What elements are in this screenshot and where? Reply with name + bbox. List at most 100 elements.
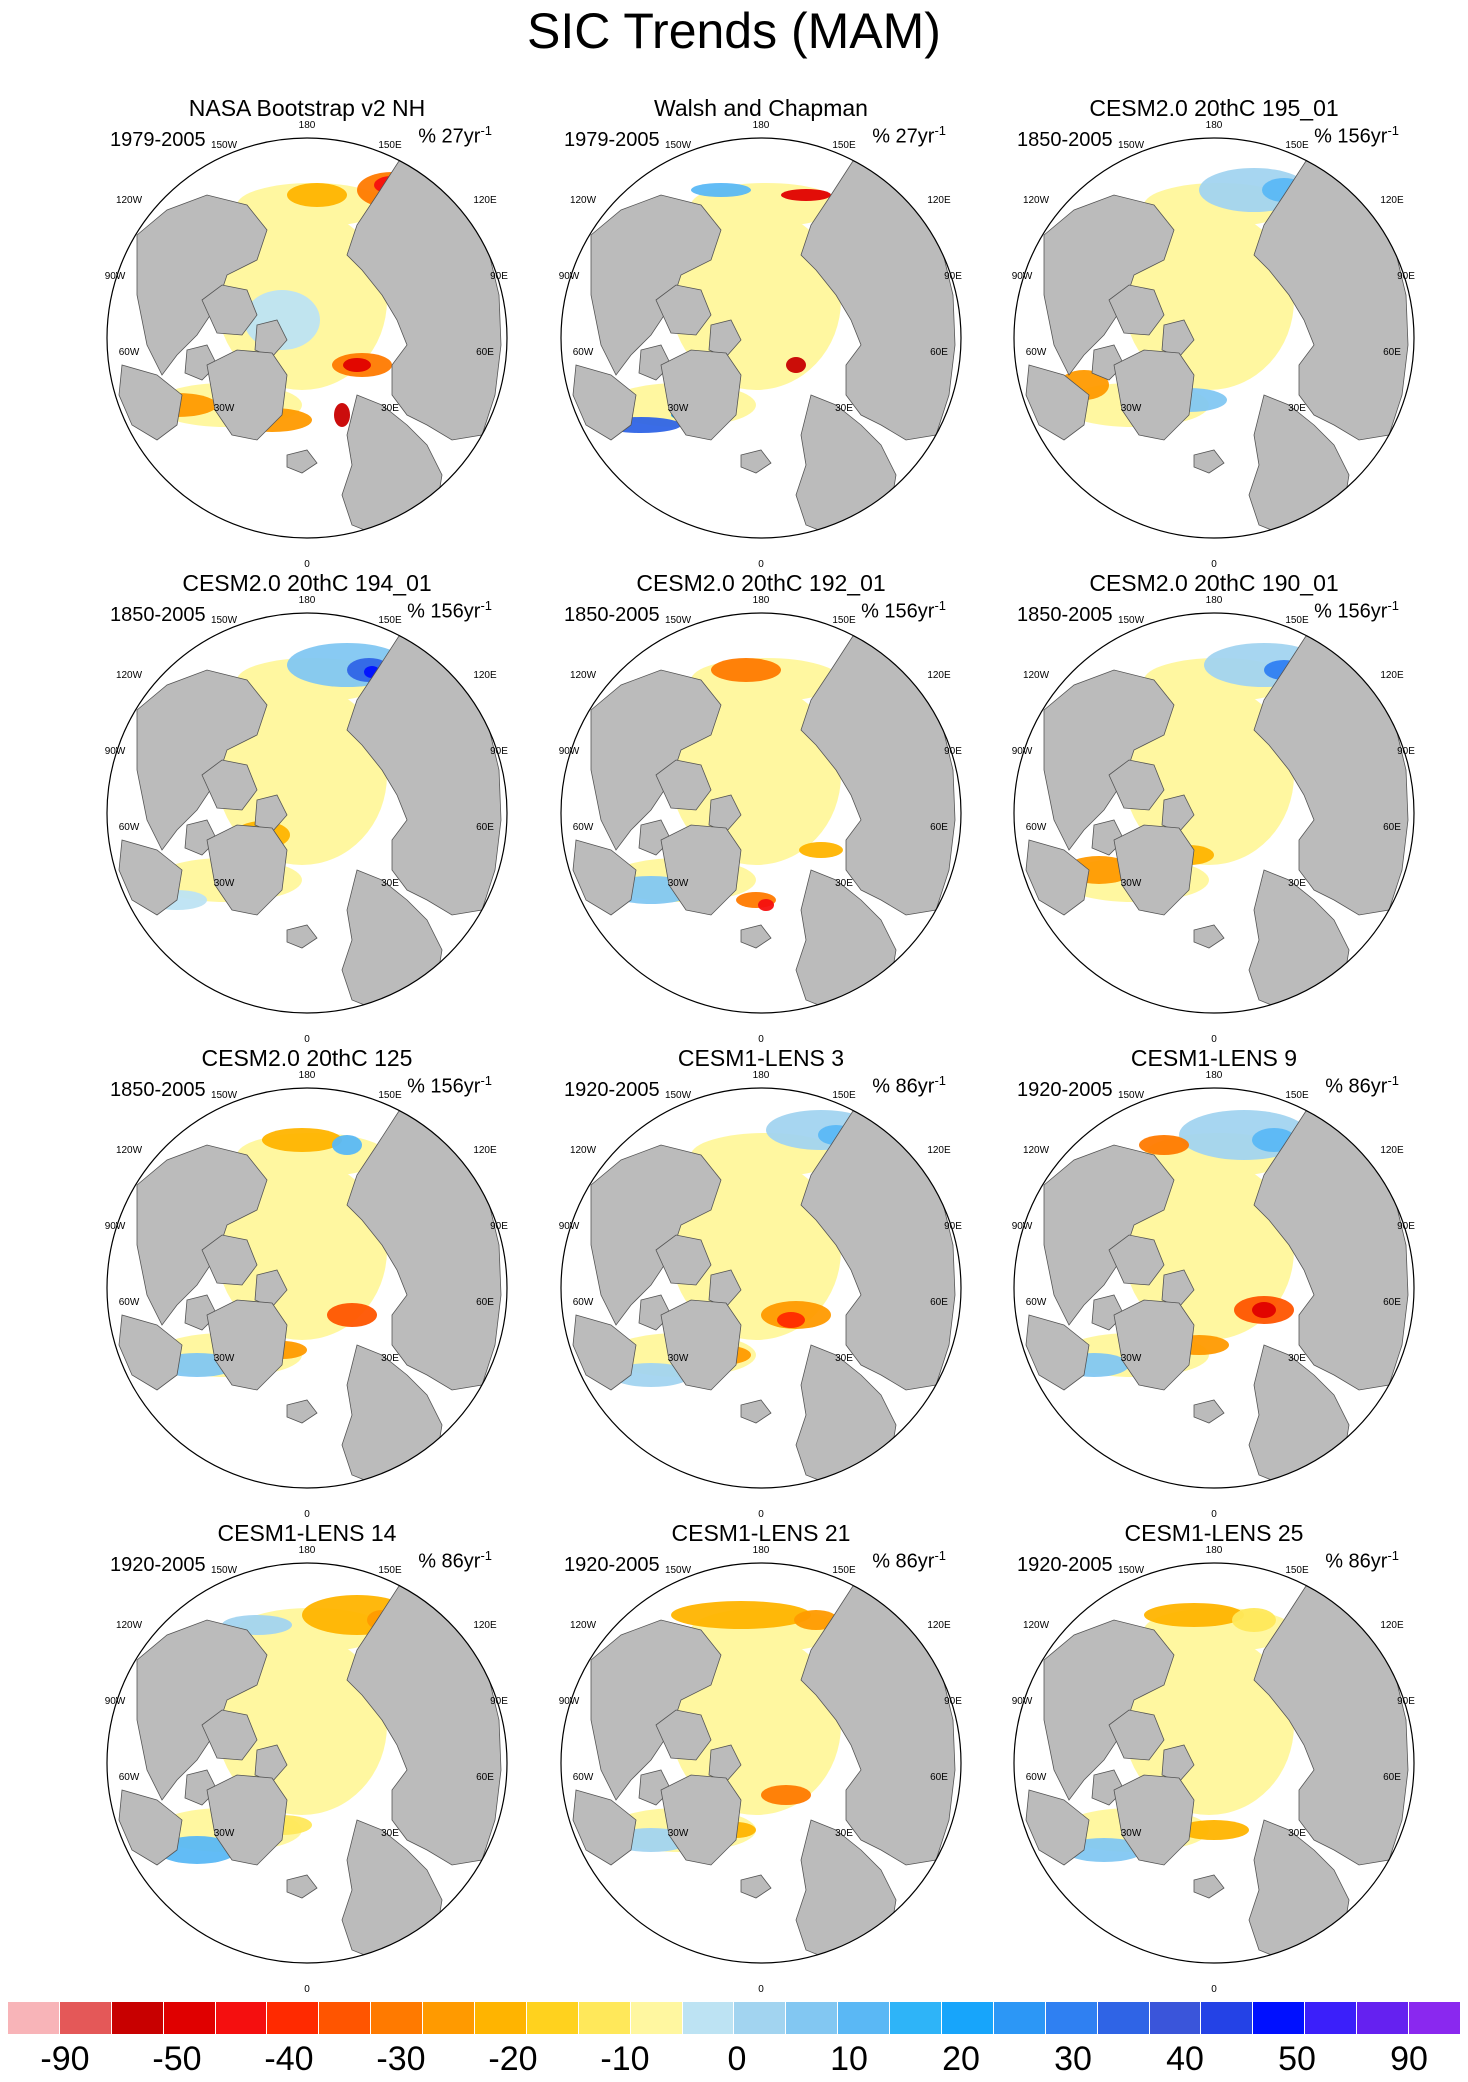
grid-label: 30E [835,403,853,414]
grid-label: 60W [573,1772,594,1783]
grid-label: 90E [1397,1696,1415,1707]
polar-map: 180 0 150W 150E 120W 120E 90W 90E 60W 60E 30W 30E [559,120,963,570]
grid-label: 60W [119,822,140,833]
map-panel: CESM1-LENS 25 1920-2005 % 86yr-1 180 0 150W 15… [989,1520,1439,1995]
grid-label: 150W [211,1090,238,1101]
panel-units: % 156yr-1 [1314,598,1399,623]
colorbar-label: 30 [1054,2040,1092,2078]
map-boundary [560,612,962,1014]
polar-map: 180 0 150W 150E 120W 120E 90W 90E 60W 60E 30W 30E [559,1545,963,1995]
grid-label: 60W [119,347,140,358]
grid-label: 150W [665,140,692,151]
grid-label: 180 [753,1545,770,1556]
colorbar-swatch [423,2002,476,2034]
grid-label: 150E [832,1090,856,1101]
grid-label: 60E [930,822,948,833]
panel-period: 1850-2005 [1017,129,1113,151]
grid-label: 180 [299,120,316,131]
grid-label: 90W [105,1696,126,1707]
grid-label: 90E [490,746,508,757]
grid-label: 30W [668,403,689,414]
map-panel: Walsh and Chapman 1979-2005 % 27yr-1 180 0 15… [536,95,986,570]
grid-label: 120E [927,1620,951,1631]
panel-title: CESM1-LENS 9 [1130,1045,1298,1071]
map-boundary [1013,1087,1415,1489]
grid-label: 60W [1026,1772,1047,1783]
grid-label: 90W [559,271,580,282]
grid-label: 150W [665,1090,692,1101]
panel-period: 1979-2005 [564,129,660,151]
grid-label: 60W [573,822,594,833]
grid-label: 120E [1380,1145,1404,1156]
grid-label: 90E [1397,1221,1415,1232]
colorbar-label: 0 [727,2040,747,2078]
colorbar-swatch [319,2002,372,2034]
grid-label: 60W [573,1297,594,1308]
colorbar-swatch [734,2002,787,2034]
grid-label: 30E [381,878,399,889]
map-boundary [560,1087,962,1489]
grid-label: 60E [930,1772,948,1783]
grid-label: 30W [214,403,235,414]
grid-label: 0 [1211,1509,1217,1520]
grid-label: 150E [1285,1090,1309,1101]
grid-label: 30W [668,878,689,889]
grid-label: 30W [214,1828,235,1839]
grid-label: 60E [1383,347,1401,358]
colorbar-label: 10 [830,2040,868,2078]
grid-label: 90W [559,1696,580,1707]
grid-label: 120E [1380,1620,1404,1631]
colorbar [8,2002,1460,2034]
colorbar-swatch [59,2002,112,2034]
grid-label: 60W [119,1297,140,1308]
panel-period: 1850-2005 [1017,604,1113,626]
panel-units: % 27yr-1 [872,123,946,148]
panel-title: CESM2.0 20thC 190_01 [1089,570,1339,596]
grid-label: 30E [381,1353,399,1364]
grid-label: 30E [835,1353,853,1364]
panel-period: 1850-2005 [110,604,206,626]
grid-label: 150E [378,1565,402,1576]
panel-period: 1920-2005 [564,1554,660,1576]
grid-label: 120E [473,1620,497,1631]
grid-label: 90W [105,271,126,282]
map-boundary [106,612,508,1014]
panel-title: Walsh and Chapman [654,95,868,121]
grid-label: 60E [1383,822,1401,833]
grid-label: 150W [1118,1090,1145,1101]
grid-label: 90W [559,746,580,757]
grid-label: 120E [1380,195,1404,206]
map-panel: CESM2.0 20thC 125 1850-2005% 156yr-1 180 0 1… [82,1045,532,1520]
colorbar-swatch [1149,2002,1202,2034]
grid-label: 120E [1380,670,1404,681]
grid-label: 60W [573,347,594,358]
map-boundary [106,137,508,539]
colorbar-swatch [267,2002,320,2034]
grid-label: 90E [490,1696,508,1707]
colorbar-swatch [526,2002,579,2034]
grid-label: 180 [1206,1070,1223,1081]
grid-label: 30W [1121,403,1142,414]
panel-units: % 86yr-1 [1325,1548,1399,1573]
colorbar-label: -20 [488,2040,538,2078]
grid-label: 180 [1206,1545,1223,1556]
grid-label: 120W [116,1620,143,1631]
grid-label: 30E [1288,403,1306,414]
colorbar-label: -50 [152,2040,202,2078]
grid-label: 180 [299,595,316,606]
grid-label: 90W [1012,746,1033,757]
map-panel: CESM1-LENS 9 1920-2005 % 86yr-1 180 0 150W 150… [989,1045,1439,1520]
grid-label: 120E [473,670,497,681]
grid-label: 60E [930,347,948,358]
grid-label: 150E [1285,140,1309,151]
colorbar-label: -30 [376,2040,426,2078]
panel-title: CESM2.0 20thC 194_01 [182,570,432,596]
colorbar-label: -90 [40,2040,90,2078]
colorbar-swatch [163,2002,216,2034]
colorbar-swatch [942,2002,994,2034]
grid-label: 60E [476,1772,494,1783]
polar-map: 180 0 150W 150E 120W 120E 90W 90E 60W 60E 30W 30E [105,1545,509,1995]
map-panel: CESM1-LENS 3 1920-2005 % 86yr-1 180 0 150W 150… [536,1045,986,1520]
grid-label: 90E [1397,271,1415,282]
colorbar-swatch [786,2002,839,2034]
